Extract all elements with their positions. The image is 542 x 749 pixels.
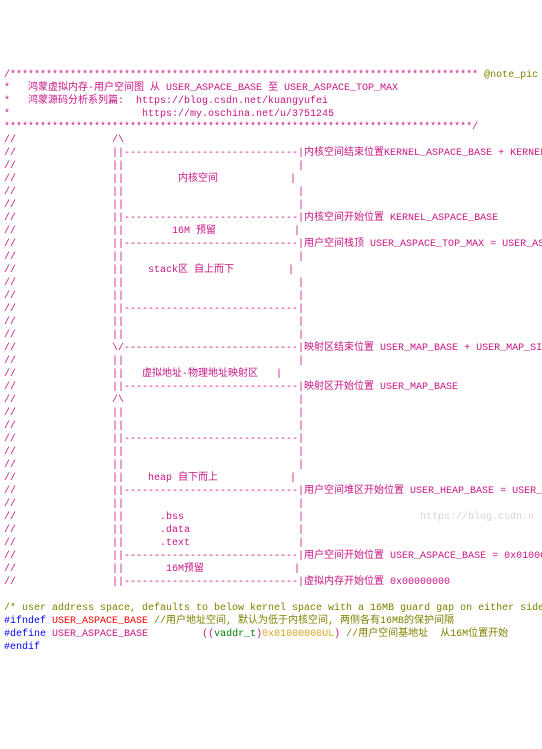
- diagram-line: // || |: [4, 161, 304, 172]
- diagram-line: // || |: [4, 252, 304, 263]
- diagram-line: // || |: [4, 447, 304, 458]
- header-stars: /***************************************…: [4, 70, 478, 81]
- diagram-line: // || |: [4, 291, 304, 302]
- diagram-line: // ||-----------------------------|映射区开始…: [4, 382, 458, 393]
- header-stars-close: ****************************************…: [4, 122, 478, 133]
- diagram-line: // ||-----------------------------|虚拟内存开…: [4, 577, 450, 588]
- diagram-line: // || |: [4, 317, 304, 328]
- diagram-line: // ||-----------------------------|用户空间堆…: [4, 486, 542, 497]
- diagram-line: // || |: [4, 278, 304, 289]
- blank-line: [4, 590, 10, 601]
- diagram-line: // ||-----------------------------|用户空间开…: [4, 551, 542, 562]
- preprocessor-define: #define: [4, 629, 46, 640]
- diagram-line: // /\ |: [4, 395, 304, 406]
- diagram-line: // || .data |: [4, 525, 304, 536]
- define-comment: //用户空间基地址 从16M位置开始: [340, 629, 508, 640]
- paren-open: ((: [202, 629, 214, 640]
- hex-value: 0x01000000UL: [262, 629, 334, 640]
- diagram-line: // || .text |: [4, 538, 304, 549]
- note-tag: @note_pic: [478, 70, 538, 81]
- code-block: /***************************************…: [4, 56, 538, 654]
- header-line-3: * https://my.oschina.net/u/3751245: [4, 109, 334, 120]
- diagram-line: // || 16M 预留 |: [4, 226, 300, 237]
- diagram-line: // \/-----------------------------|映射区结束…: [4, 343, 542, 354]
- diagram-line: // || .bss |: [4, 512, 304, 523]
- diagram-line: // ||-----------------------------|: [4, 304, 304, 315]
- diagram-line: // || 虚拟地址-物理地址映射区 |: [4, 369, 282, 380]
- diagram-line: // || |: [4, 356, 304, 367]
- preprocessor-ifndef: #ifndef: [4, 616, 46, 627]
- header-line-2: * 鸿蒙源码分析系列篇: https://blog.csdn.net/kuang…: [4, 96, 328, 107]
- diagram-line: // || |: [4, 460, 304, 471]
- preprocessor-endif: #endif: [4, 642, 40, 653]
- diagram-line: // || |: [4, 408, 304, 419]
- diagram-line: // || 16M预留 |: [4, 564, 300, 575]
- diagram-line: // || |: [4, 421, 304, 432]
- diagram-line: // || stack区 自上而下 |: [4, 265, 294, 276]
- diagram-line: // || 内核空间 |: [4, 174, 296, 185]
- diagram-line: // || |: [4, 200, 304, 211]
- watermark: https://blog.csdn.n: [420, 511, 534, 524]
- diagram-line: // || heap 自下而上 |: [4, 473, 296, 484]
- diagram-line: // || |: [4, 499, 304, 510]
- ifndef-comment: //用户地址空间, 默认为低于内核空间, 两侧各有16MB的保护间隔: [148, 616, 454, 627]
- diagram-line: // /\: [4, 135, 124, 146]
- diagram-line: // ||-----------------------------|内核空间开…: [4, 213, 498, 224]
- diagram-line: // ||-----------------------------|用户空间栈…: [4, 239, 542, 250]
- macro-name: USER_ASPACE_BASE: [52, 616, 148, 627]
- footer-comment: /* user address space, defaults to below…: [4, 603, 542, 614]
- header-line-1: * 鸿蒙虚拟内存-用户空间图 从 USER_ASPACE_BASE 至 USER…: [4, 83, 398, 94]
- cast-type: vaddr_t: [214, 629, 256, 640]
- diagram-line: // ||-----------------------------|内核空间结…: [4, 148, 542, 159]
- macro-name: USER_ASPACE_BASE: [52, 629, 148, 640]
- diagram-line: // || |: [4, 187, 304, 198]
- diagram-line: // || |: [4, 330, 304, 341]
- diagram-line: // ||-----------------------------|: [4, 434, 304, 445]
